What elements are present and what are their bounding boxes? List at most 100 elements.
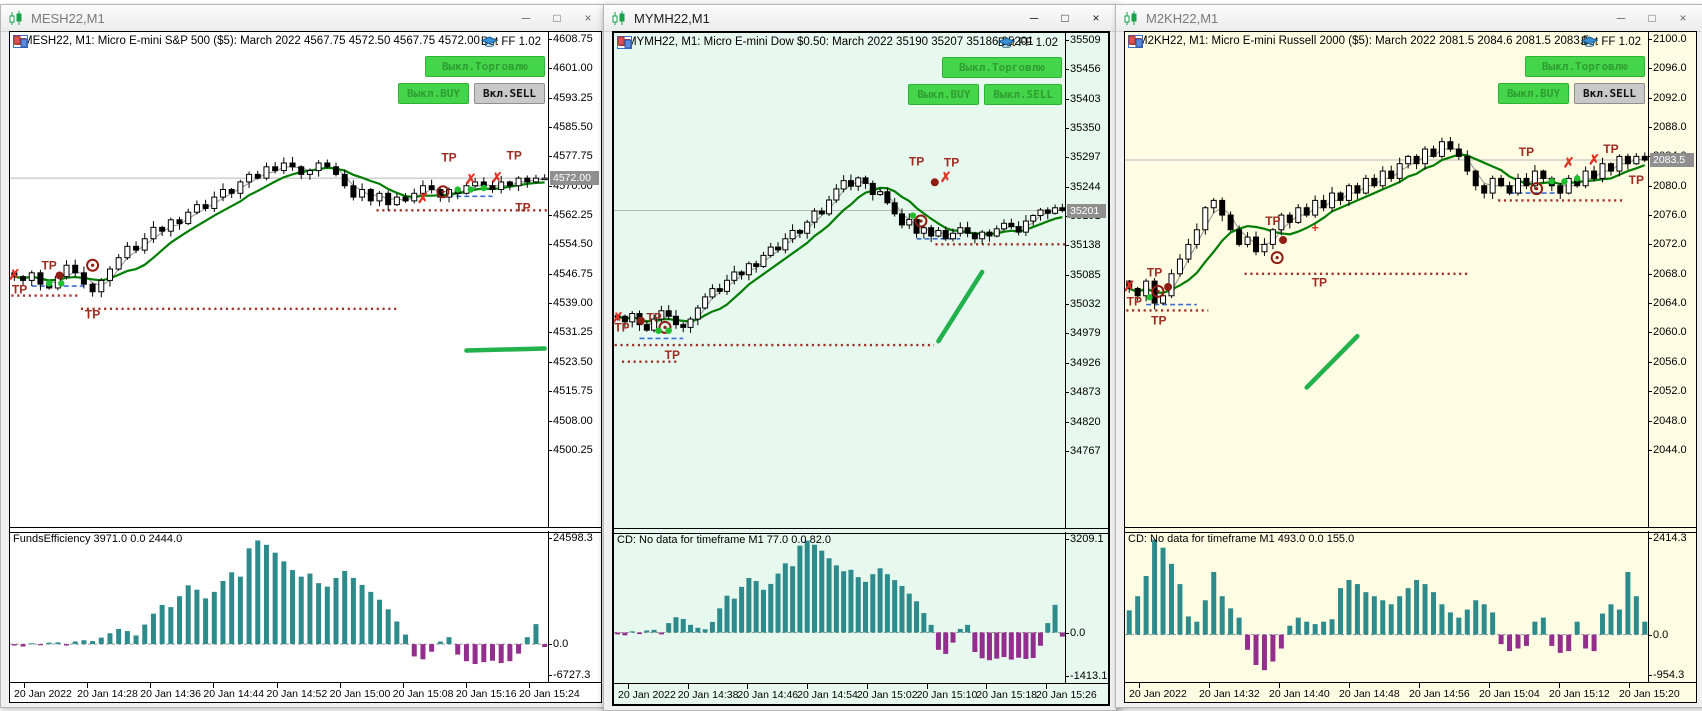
panel-separator[interactable] xyxy=(614,528,1108,534)
panel-separator[interactable] xyxy=(10,527,601,533)
buy-dot-marker xyxy=(665,327,672,334)
toggle-sell-button[interactable]: Вкл.SELL xyxy=(1574,83,1645,104)
time-tick xyxy=(687,684,689,689)
time-axis-label: 20 Jan 15:04 xyxy=(1479,688,1540,700)
indicator-axis-label: -1413.1 xyxy=(1064,670,1108,682)
time-tick xyxy=(986,684,988,689)
price-axis-label: 35297 xyxy=(1065,151,1101,164)
candlestick-icon xyxy=(8,10,24,26)
window-titlebar[interactable]: MYMH22,M1 ─ □ × xyxy=(604,5,1116,32)
price-axis-label: 35403 xyxy=(1065,92,1101,105)
time-axis-label: 20 Jan 15:00 xyxy=(329,688,391,700)
price-axis[interactable]: 2100.02096.02092.02088.02084.02080.02076… xyxy=(1648,32,1696,527)
indicator-label: CD: No data for timeframe M1 493.0 0.0 1… xyxy=(1128,533,1355,545)
time-axis-label: 20 Jan 15:16 xyxy=(455,688,517,700)
toggle-trading-button[interactable]: Выкл.Торговлю xyxy=(424,56,545,77)
price-axis-label: 2072.0 xyxy=(1648,238,1687,251)
close-trade-marker: ✗ xyxy=(1588,151,1600,167)
tp-marker: TP xyxy=(85,307,100,321)
time-axis-label: 20 Jan 15:18 xyxy=(976,689,1037,701)
toggle-buy-button[interactable]: Выкл.BUY xyxy=(1498,83,1570,104)
time-axis-label: 20 Jan 14:40 xyxy=(1269,688,1330,700)
maximize-button[interactable]: □ xyxy=(1648,11,1656,25)
candlestick-icon xyxy=(1123,10,1139,26)
price-axis-label: 35509 xyxy=(1065,34,1101,46)
tp-marker: TP xyxy=(507,148,522,162)
window-titlebar[interactable]: M2KH22,M1 ─ □ × xyxy=(1116,5,1702,32)
current-price-box: 4572.00 xyxy=(550,171,599,186)
time-tick xyxy=(339,683,341,688)
tp-marker: TP xyxy=(944,155,959,169)
close-button[interactable]: × xyxy=(1092,11,1100,25)
close-trade-marker: ✗ xyxy=(940,169,952,185)
time-axis-label: 20 Jan 14:28 xyxy=(77,688,138,700)
window-title: MESH22,M1 xyxy=(31,10,105,26)
time-axis[interactable]: 20 Jan 2022 20 Jan 14:38 20 Jan 14:46 20 Ja… xyxy=(614,683,1108,704)
entry-ring-marker xyxy=(914,214,928,228)
window-titlebar[interactable]: MESH22,M1 ─ □ × xyxy=(1,5,608,32)
indicator-axis[interactable]: 3209.1 0.0 -1413.1 xyxy=(1064,532,1108,683)
indicator-axis[interactable]: 2414.3 0.0 -954.3 xyxy=(1647,531,1696,682)
time-tick xyxy=(87,683,89,688)
minimize-button[interactable]: ─ xyxy=(521,11,531,25)
indicator-axis[interactable]: 24598.3 0.0 -6727.3 xyxy=(547,531,601,682)
toggle-sell-button[interactable]: Выкл.SELL xyxy=(984,84,1062,105)
toggle-sell-button[interactable]: Вкл.SELL xyxy=(474,83,545,104)
toggle-buy-button[interactable]: Выкл.BUY xyxy=(398,83,470,104)
minimize-button[interactable]: ─ xyxy=(1616,11,1626,25)
price-chart[interactable]: ✗ TP TP TP TP + TP TP ✗ ✗ TP TP M2KH22, M1: Micro E… xyxy=(1125,32,1649,527)
chart-header: MYMH22, M1: Micro E-mini Dow $0.50: Marc… xyxy=(617,36,1034,49)
close-button[interactable]: × xyxy=(584,11,592,25)
price-axis-label: 4523.50 xyxy=(548,355,593,368)
buy-dot-marker xyxy=(467,186,474,193)
price-axis-label: 35244 xyxy=(1065,180,1101,193)
price-axis-label: 4593.25 xyxy=(548,91,593,104)
buy-dot-marker xyxy=(1146,294,1153,301)
time-axis-label: 20 Jan 15:24 xyxy=(519,688,580,700)
tp-marker: TP xyxy=(614,320,629,334)
time-tick xyxy=(402,683,404,688)
price-chart[interactable]: ✗ TP TP TP TP ✗ TP MYMH22, M1: Micro E-mini Do… xyxy=(614,33,1066,528)
time-axis-label: 20 Jan 14:44 xyxy=(203,688,265,700)
maximize-button[interactable]: □ xyxy=(553,11,561,25)
close-button[interactable]: × xyxy=(1679,11,1687,25)
tp-marker: TP xyxy=(41,258,56,272)
window-title: MYMH22,M1 xyxy=(634,10,710,26)
buy-dot-marker xyxy=(480,184,487,192)
buy-dot-marker xyxy=(655,327,662,334)
bot-buttons: Выкл.Торговлю Выкл.BUY Вкл.SELL xyxy=(1498,56,1645,104)
price-axis[interactable]: 3550935456354033535035297352443519135138… xyxy=(1065,33,1108,528)
chart-frame: ✗ TP TP TP TP + TP TP ✗ ✗ TP TP M2KH22, M1: Micro E… xyxy=(1124,31,1697,703)
indicator-panel[interactable] xyxy=(10,531,549,682)
time-tick xyxy=(1489,683,1490,688)
minimize-button[interactable]: ─ xyxy=(1029,11,1039,25)
sell-dot-marker xyxy=(636,316,645,325)
indicator-panel[interactable] xyxy=(1125,531,1649,682)
price-axis-label: 4539.00 xyxy=(548,297,593,310)
price-axis-label: 35138 xyxy=(1065,239,1101,252)
price-chart[interactable]: ✗ TP TP TP TP ✗ ✗ ✗ TP TP MESH22, M1: Micro E-min… xyxy=(10,32,549,527)
indicator-axis-label: 0.0 xyxy=(1647,628,1669,641)
price-axis-label: 4577.75 xyxy=(548,150,593,163)
price-axis-label: 4585.50 xyxy=(548,121,593,134)
price-axis[interactable]: 4608.75 4601.00 4593.25 4585.50 4577.75 4570.… xyxy=(548,32,601,527)
time-axis-label: 20 Jan 2022 xyxy=(618,689,676,701)
time-tick xyxy=(628,684,629,689)
indicator-panel[interactable] xyxy=(614,532,1066,683)
tp-marker: TP xyxy=(1312,276,1327,290)
toggle-trading-button[interactable]: Выкл.Торговлю xyxy=(941,57,1062,78)
time-axis[interactable]: 20 Jan 2022 20 Jan 14:32 20 Jan 14:40 20 Ja… xyxy=(1125,682,1696,702)
toggle-trading-button[interactable]: Выкл.Торговлю xyxy=(1524,56,1645,77)
indicator-axis-label: 0.0 xyxy=(1064,626,1086,639)
close-trade-marker: ✗ xyxy=(614,309,624,325)
price-axis-label: 2052.0 xyxy=(1648,385,1687,398)
indicator-axis-label: -6727.3 xyxy=(547,669,591,681)
time-tick xyxy=(150,683,152,688)
time-tick xyxy=(1349,683,1350,688)
time-tick xyxy=(1559,683,1560,688)
time-axis[interactable]: 20 Jan 2022 20 Jan 14:28 20 Jan 14:36 20 Ja… xyxy=(10,682,601,702)
panel-separator[interactable] xyxy=(1125,527,1696,533)
maximize-button[interactable]: □ xyxy=(1061,11,1069,25)
chart-ohlc-text: MYMH22, M1: Micro E-mini Dow $0.50: Marc… xyxy=(627,36,1034,48)
toggle-buy-button[interactable]: Выкл.BUY xyxy=(908,84,980,105)
